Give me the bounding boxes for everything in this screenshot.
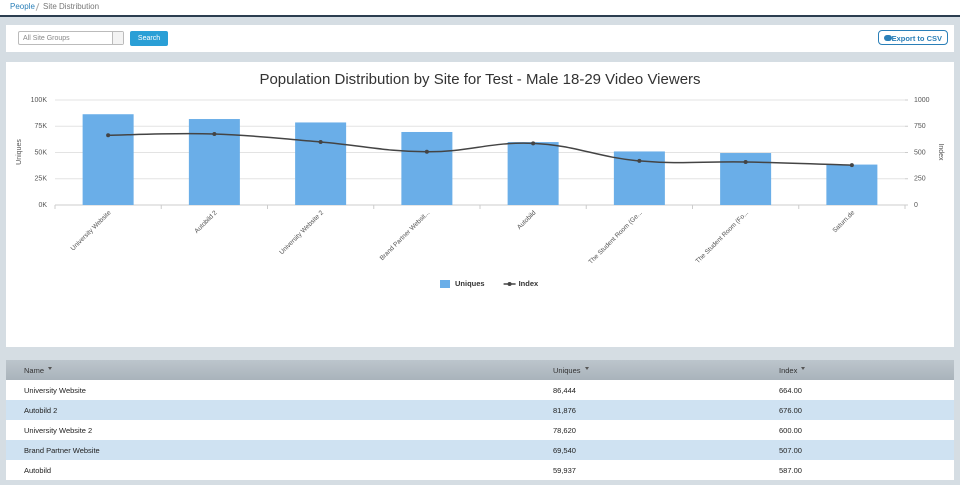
x-tick-label: University Website 2 — [278, 209, 325, 256]
table-cell: 86,444 — [553, 386, 576, 395]
y-tick-label: 0K — [38, 202, 47, 209]
line-point — [637, 158, 642, 163]
table-cell: 587.00 — [779, 466, 802, 475]
export-button[interactable]: Export to CSV — [878, 30, 948, 45]
line-point — [212, 132, 217, 137]
table-cell: Brand Partner Website — [24, 446, 100, 455]
x-tick-label: Brand Partner Websit... — [379, 209, 432, 262]
x-tick-label: Saturn.de — [831, 209, 856, 234]
table-cell: 600.00 — [779, 426, 802, 435]
legend-item: Index — [503, 279, 539, 288]
x-tick-label: The Student Room (Fo... — [694, 209, 750, 265]
table-row: Autobild 2 81,876 676.00 — [6, 400, 954, 420]
table: Name Uniques Index University Website 86,444… — [6, 360, 954, 480]
table-cell: 676.00 — [779, 406, 802, 415]
export-text: Export to CSV — [891, 34, 942, 43]
y2-tick-label: 750 — [914, 123, 926, 130]
table-row: Brand Partner Website 69,540 507.00 — [6, 440, 954, 460]
breadcrumb-current: Site Distribution — [43, 2, 100, 11]
x-tick-label: Autobild — [516, 209, 538, 231]
sort-icon — [801, 367, 805, 370]
line-point — [531, 141, 536, 146]
cloud-icon — [884, 35, 892, 41]
sort-icon — [585, 367, 589, 370]
bar — [82, 114, 134, 205]
bar — [507, 142, 559, 205]
column-header[interactable]: Name — [24, 366, 45, 375]
legend-label: Uniques — [455, 279, 485, 288]
breadcrumb-link[interactable]: People — [10, 2, 35, 11]
chart: Population Distribution by Site for Test… — [16, 71, 944, 288]
table-cell: 78,620 — [553, 426, 576, 435]
y2-tick-label: 0 — [914, 202, 918, 209]
toolbar: All Site Groups Search Export to CSV — [6, 25, 954, 52]
table-cell: University Website 2 — [24, 426, 93, 435]
y-tick-label: 50K — [35, 149, 48, 156]
separator — [35, 3, 40, 11]
y2-tick-label: 500 — [914, 149, 926, 156]
y-tick-label: 100K — [31, 97, 48, 104]
select-arrow — [112, 32, 123, 44]
x-tick-label: Autobild 2 — [193, 209, 219, 235]
y2-tick-label: 1000 — [914, 97, 930, 104]
column-header[interactable]: Index — [779, 366, 798, 375]
column-header[interactable]: Uniques — [553, 366, 581, 375]
table-row: University Website 86,444 664.00 — [6, 380, 954, 400]
chart-title: Population Distribution by Site for Test… — [259, 71, 700, 88]
line-point — [743, 159, 748, 164]
table-row: University Website 2 78,620 600.00 — [6, 420, 954, 440]
line-point — [849, 163, 854, 168]
y2-axis-title: Index — [937, 143, 944, 161]
bar — [188, 119, 240, 205]
legend-label: Index — [519, 279, 539, 288]
chart-panel: Population Distribution by Site for Test… — [6, 62, 954, 347]
table-row: Autobild 59,937 587.00 — [6, 460, 954, 480]
bar — [295, 122, 347, 205]
line-point — [318, 140, 323, 144]
y-tick-label: 75K — [35, 123, 48, 130]
bar — [826, 164, 878, 205]
table-cell: Autobild — [24, 466, 52, 475]
table-cell: 664.00 — [779, 386, 802, 395]
breadcrumb: People Site Distribution — [0, 0, 960, 17]
legend-swatch — [440, 280, 450, 288]
legend-point — [507, 282, 512, 286]
search-button[interactable]: Search — [130, 31, 168, 46]
bar — [401, 131, 453, 205]
line-point — [424, 149, 429, 154]
table-cell: University Website — [24, 386, 86, 395]
table-cell: 81,876 — [553, 406, 576, 415]
y-axis-title: Uniques — [16, 139, 23, 165]
table-cell: 69,540 — [553, 446, 576, 455]
select-text: All Site Groups — [23, 35, 70, 42]
y2-tick-label: 250 — [914, 176, 926, 183]
legend-item: Uniques — [440, 279, 485, 288]
site-group-select[interactable]: All Site Groups — [18, 31, 124, 45]
table-cell: 507.00 — [779, 446, 802, 455]
table-cell: 59,937 — [553, 466, 576, 475]
sort-icon — [48, 367, 52, 370]
x-tick-label: The Student Room (Ge... — [587, 209, 643, 265]
x-tick-label: University Website — [70, 209, 113, 252]
y-tick-label: 25K — [35, 176, 48, 183]
table-cell: Autobild 2 — [24, 406, 58, 415]
line — [108, 132, 852, 166]
table-header: Name Uniques Index — [6, 360, 954, 380]
line-point — [106, 133, 111, 138]
